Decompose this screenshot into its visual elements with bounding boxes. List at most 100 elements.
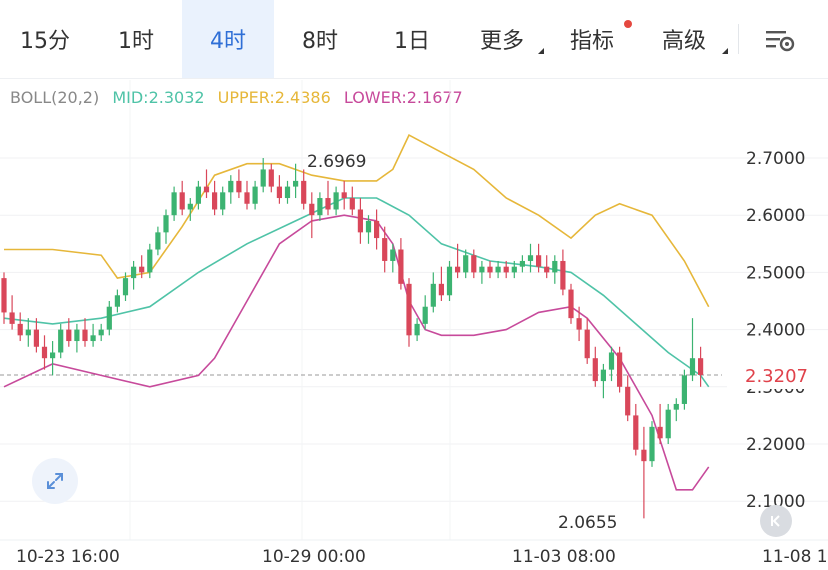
candle-body [114, 295, 120, 307]
tab-label: 高级 [661, 29, 706, 54]
candle-body [179, 192, 185, 210]
chart-settings-icon[interactable] [762, 26, 798, 54]
candle-body [527, 255, 534, 261]
boll-lower-line [3, 214, 710, 491]
candle-body [600, 369, 606, 382]
candle-body [698, 358, 704, 375]
candle-body [665, 409, 671, 439]
candle-body [430, 283, 436, 307]
candle-body [681, 375, 687, 404]
candle-body [317, 198, 323, 216]
candle-body [236, 180, 242, 193]
candle-body [608, 352, 615, 370]
tab-4[interactable]: 1日 [366, 0, 458, 78]
candle-body [41, 346, 48, 359]
candle-body [446, 266, 453, 296]
candle-body [568, 289, 574, 319]
candle-body [649, 426, 655, 462]
candle-body [268, 169, 274, 187]
timeframe-tabs: 15分 1时 4时 8时 1日 更多 指标 高级 [0, 0, 828, 79]
candle-body [471, 255, 477, 273]
tab-label: 1时 [118, 29, 154, 54]
candle-body [487, 266, 493, 273]
y-tick-label: 2.4000 [746, 321, 805, 341]
x-tick-label: 10-29 00:00 [262, 547, 366, 567]
tab-label: 更多 [479, 29, 524, 54]
boll-upper-line [4, 134, 710, 308]
candle-body [203, 186, 210, 193]
candle-body [463, 255, 469, 273]
legend-mid: MID:2.3032 [112, 88, 205, 107]
candle-body [66, 329, 72, 342]
candle-body [171, 192, 177, 216]
candle-body [106, 306, 112, 330]
candle-body [479, 266, 485, 273]
candle-body [438, 283, 444, 296]
tab-0[interactable]: 15分 [0, 0, 90, 78]
notification-dot-icon [624, 20, 632, 28]
tab-6[interactable]: 指标 [546, 0, 638, 78]
tab-3[interactable]: 8时 [274, 0, 366, 78]
candle-body [576, 318, 582, 330]
tab-7[interactable]: 高级 [638, 0, 730, 78]
high-price-label: 2.6969 [307, 152, 366, 172]
scroll-to-latest-icon[interactable] [760, 505, 792, 537]
expand-icon[interactable] [32, 458, 78, 504]
candle-body [495, 266, 501, 273]
x-tick-label: 11-03 08:00 [512, 547, 616, 567]
candle-body [260, 169, 266, 187]
candle-body [139, 266, 145, 273]
candle-body [82, 329, 88, 342]
candle-body [90, 335, 96, 342]
candle-body [131, 266, 137, 279]
candle-body [74, 329, 80, 342]
candle-body [536, 255, 542, 267]
tab-label: 15分 [20, 29, 70, 54]
candle-body [503, 266, 509, 273]
candle-body [519, 260, 525, 267]
candle-body [163, 215, 169, 233]
y-tick-label: 2.6000 [746, 206, 805, 226]
candle-body [293, 180, 299, 187]
candle-body [357, 209, 363, 233]
candle-body [560, 260, 566, 290]
candle-body [584, 329, 590, 359]
tab-label: 4时 [210, 29, 246, 54]
toolbar-separator [738, 24, 739, 54]
candle-body [617, 352, 623, 387]
candle-body [155, 232, 161, 250]
candle-body [244, 192, 250, 204]
candle-body [511, 266, 517, 273]
candle-body [301, 180, 307, 204]
candle-body [544, 266, 550, 273]
candle-body [641, 449, 647, 462]
tab-label: 1日 [394, 29, 430, 54]
y-tick-label: 2.1000 [746, 492, 805, 512]
candle-body [252, 186, 258, 204]
candle-body [33, 329, 39, 347]
dropdown-triangle-icon [538, 48, 544, 54]
candle-body [187, 203, 193, 210]
legend-lower: LOWER:2.1677 [343, 88, 463, 107]
tab-2[interactable]: 4时 [182, 0, 274, 78]
x-tick-label: 11-08 1 [762, 547, 828, 567]
candle-body [220, 192, 226, 210]
candle-body [689, 358, 696, 376]
tab-5[interactable]: 更多 [458, 0, 546, 78]
legend-boll: BOLL(20,2) [10, 88, 100, 107]
candle-body [592, 358, 598, 382]
candle-body [398, 249, 404, 284]
candle-body [455, 266, 461, 273]
candle-body [309, 203, 315, 216]
tab-1[interactable]: 1时 [90, 0, 182, 78]
candle-body [122, 278, 129, 296]
candle-body [98, 329, 104, 336]
candle-body [374, 220, 380, 239]
candle-body [414, 323, 420, 336]
candle-body [147, 249, 153, 273]
candle-body [284, 186, 291, 199]
candle-body [228, 180, 234, 193]
candle-body [341, 192, 347, 199]
candle-body [9, 312, 15, 324]
